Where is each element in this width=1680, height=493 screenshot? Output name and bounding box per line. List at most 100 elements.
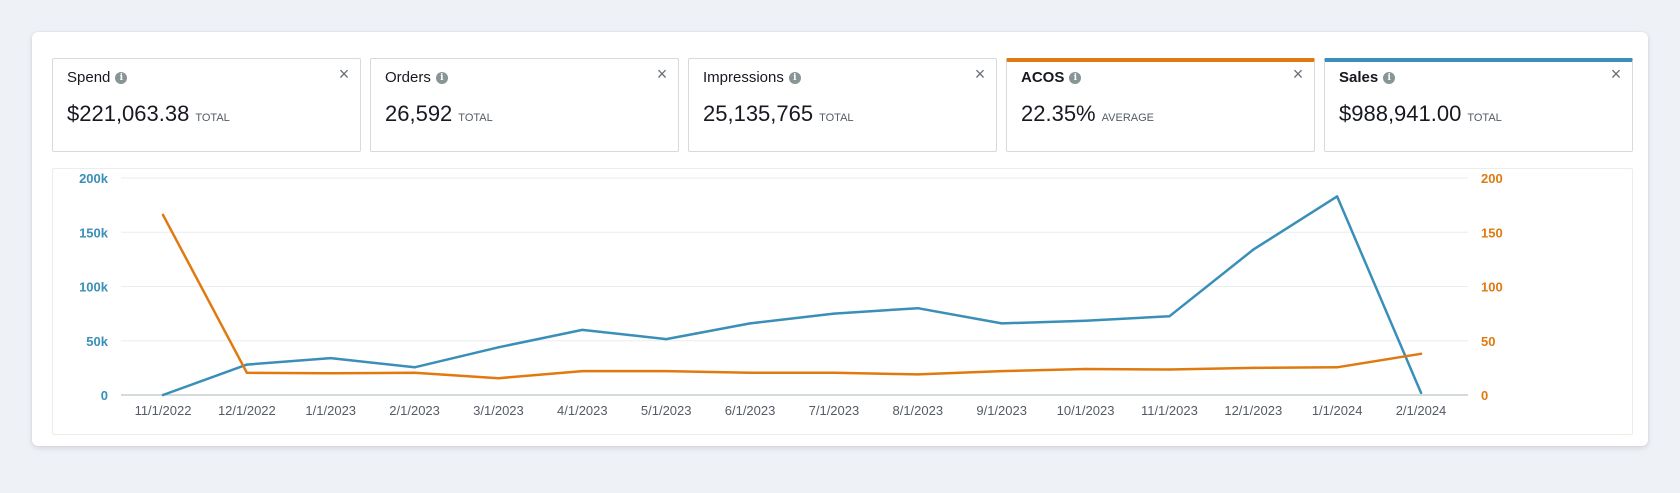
data-point-sales [1419, 391, 1423, 395]
x-tick-label: 12/1/2022 [218, 403, 276, 418]
metric-value: 25,135,765 [703, 101, 814, 126]
data-point-sales [1168, 315, 1171, 318]
data-point-sales [665, 337, 668, 341]
metric-value-row: 22.35% AVERAGE [1021, 101, 1154, 127]
info-icon[interactable]: i [435, 71, 448, 84]
metric-label: Impressions [703, 69, 784, 86]
y-left-tick-label: 50k [86, 334, 108, 349]
data-point-sales [1335, 195, 1339, 198]
y-right-tick-label: 150 [1481, 225, 1503, 240]
data-point-acos [1168, 368, 1171, 371]
series-line-acos [161, 213, 1423, 380]
metric-label: Orders [385, 69, 431, 86]
y-right-tick-label: 50 [1481, 334, 1495, 349]
metric-cards: Spend i × $221,063.38 TOTAL Orders i × 2… [52, 58, 1633, 152]
x-tick-label: 2/1/2024 [1396, 403, 1447, 418]
info-icon[interactable]: i [115, 71, 128, 84]
metric-card-spend[interactable]: Spend i × $221,063.38 TOTAL [52, 58, 361, 152]
metric-label: Sales [1339, 69, 1379, 86]
metric-name: Orders i [385, 69, 448, 86]
x-tick-label: 6/1/2023 [725, 403, 776, 418]
data-point-sales [832, 312, 836, 315]
info-icon[interactable]: i [788, 71, 801, 84]
x-tick-label: 7/1/2023 [809, 403, 860, 418]
data-point-acos [245, 371, 249, 374]
y-left-tick-label: 150k [79, 225, 109, 240]
y-right-tick-label: 200 [1481, 171, 1503, 186]
x-tick-label: 8/1/2023 [892, 403, 943, 418]
data-point-acos [1252, 366, 1255, 370]
data-point-acos [748, 371, 752, 374]
y-right-tick-label: 100 [1481, 280, 1503, 295]
x-tick-label: 1/1/2023 [305, 403, 356, 418]
x-tick-label: 9/1/2023 [976, 403, 1027, 418]
line-chart: 0 50k 100k 150k 200k 0 50 100 150 200 11/1/2022 12/… [52, 168, 1633, 435]
metric-label: Spend [67, 69, 111, 86]
y-left-tick-label: 200k [79, 171, 109, 186]
data-point-sales [1252, 248, 1255, 251]
performance-panel: Spend i × $221,063.38 TOTAL Orders i × 2… [32, 32, 1648, 446]
series-line-sales [161, 195, 1423, 397]
metric-suffix: AVERAGE [1101, 112, 1154, 124]
data-point-sales [413, 366, 416, 369]
metric-card-orders[interactable]: Orders i × 26,592 TOTAL [370, 58, 679, 152]
x-tick-label: 1/1/2024 [1312, 403, 1363, 418]
metric-value-row: $221,063.38 TOTAL [67, 101, 230, 127]
metric-value: $221,063.38 [67, 101, 190, 126]
metric-suffix: TOTAL [458, 112, 493, 124]
y-left-tick-label: 0 [101, 388, 108, 403]
close-icon[interactable]: × [974, 64, 986, 84]
y-left-tick-label: 100k [79, 280, 109, 295]
data-point-acos [413, 371, 416, 374]
metric-value-row: 25,135,765 TOTAL [703, 101, 854, 127]
metric-value: 22.35% [1021, 101, 1096, 126]
metric-label: ACOS [1021, 69, 1065, 86]
x-tick-label: 12/1/2023 [1224, 403, 1282, 418]
x-tick-label: 5/1/2023 [641, 403, 692, 418]
metric-card-acos[interactable]: ACOS i × 22.35% AVERAGE [1006, 58, 1315, 152]
chart-canvas: 0 50k 100k 150k 200k 0 50 100 150 200 11/1/2022 12/… [79, 171, 1503, 418]
metric-value-row: 26,592 TOTAL [385, 101, 493, 127]
x-tick-label: 11/1/2023 [1141, 403, 1198, 418]
metric-suffix: TOTAL [1467, 112, 1502, 124]
data-point-sales [497, 346, 500, 349]
close-icon[interactable]: × [656, 64, 668, 84]
x-tick-label: 4/1/2023 [557, 403, 608, 418]
x-tick-label: 10/1/2023 [1057, 403, 1115, 418]
x-tick-label: 11/1/2022 [135, 403, 192, 418]
data-point-acos [1000, 369, 1003, 373]
data-point-acos [1419, 352, 1423, 355]
close-icon[interactable]: × [1292, 64, 1304, 84]
data-point-acos [497, 376, 500, 380]
data-point-sales [1000, 322, 1003, 325]
x-tick-label: 2/1/2023 [389, 403, 440, 418]
metric-card-impressions[interactable]: Impressions i × 25,135,765 TOTAL [688, 58, 997, 152]
data-point-sales [161, 393, 165, 397]
data-point-acos [665, 369, 668, 373]
data-point-acos [1335, 366, 1339, 369]
data-point-acos [581, 369, 584, 373]
data-point-acos [832, 371, 836, 374]
metric-value: 26,592 [385, 101, 453, 126]
data-point-sales [1084, 319, 1087, 322]
y-right-tick-label: 0 [1481, 388, 1488, 403]
metric-suffix: TOTAL [819, 112, 854, 124]
metric-suffix: TOTAL [195, 112, 230, 124]
close-icon[interactable]: × [338, 64, 350, 84]
data-point-acos [916, 373, 919, 376]
info-icon[interactable]: i [1069, 71, 1082, 84]
data-point-sales [581, 328, 584, 332]
data-point-sales [245, 363, 249, 366]
metric-name: Impressions i [703, 69, 801, 86]
metric-card-sales[interactable]: Sales i × $988,941.00 TOTAL [1324, 58, 1633, 152]
close-icon[interactable]: × [1610, 64, 1622, 84]
metric-value: $988,941.00 [1339, 101, 1462, 126]
data-point-acos [1084, 367, 1087, 371]
metric-name: ACOS i [1021, 69, 1082, 86]
info-icon[interactable]: i [1383, 71, 1396, 84]
data-point-sales [329, 356, 332, 360]
x-tick-label: 3/1/2023 [473, 403, 524, 418]
metric-name: Spend i [67, 69, 128, 86]
data-point-sales [916, 307, 919, 310]
metric-value-row: $988,941.00 TOTAL [1339, 101, 1502, 127]
